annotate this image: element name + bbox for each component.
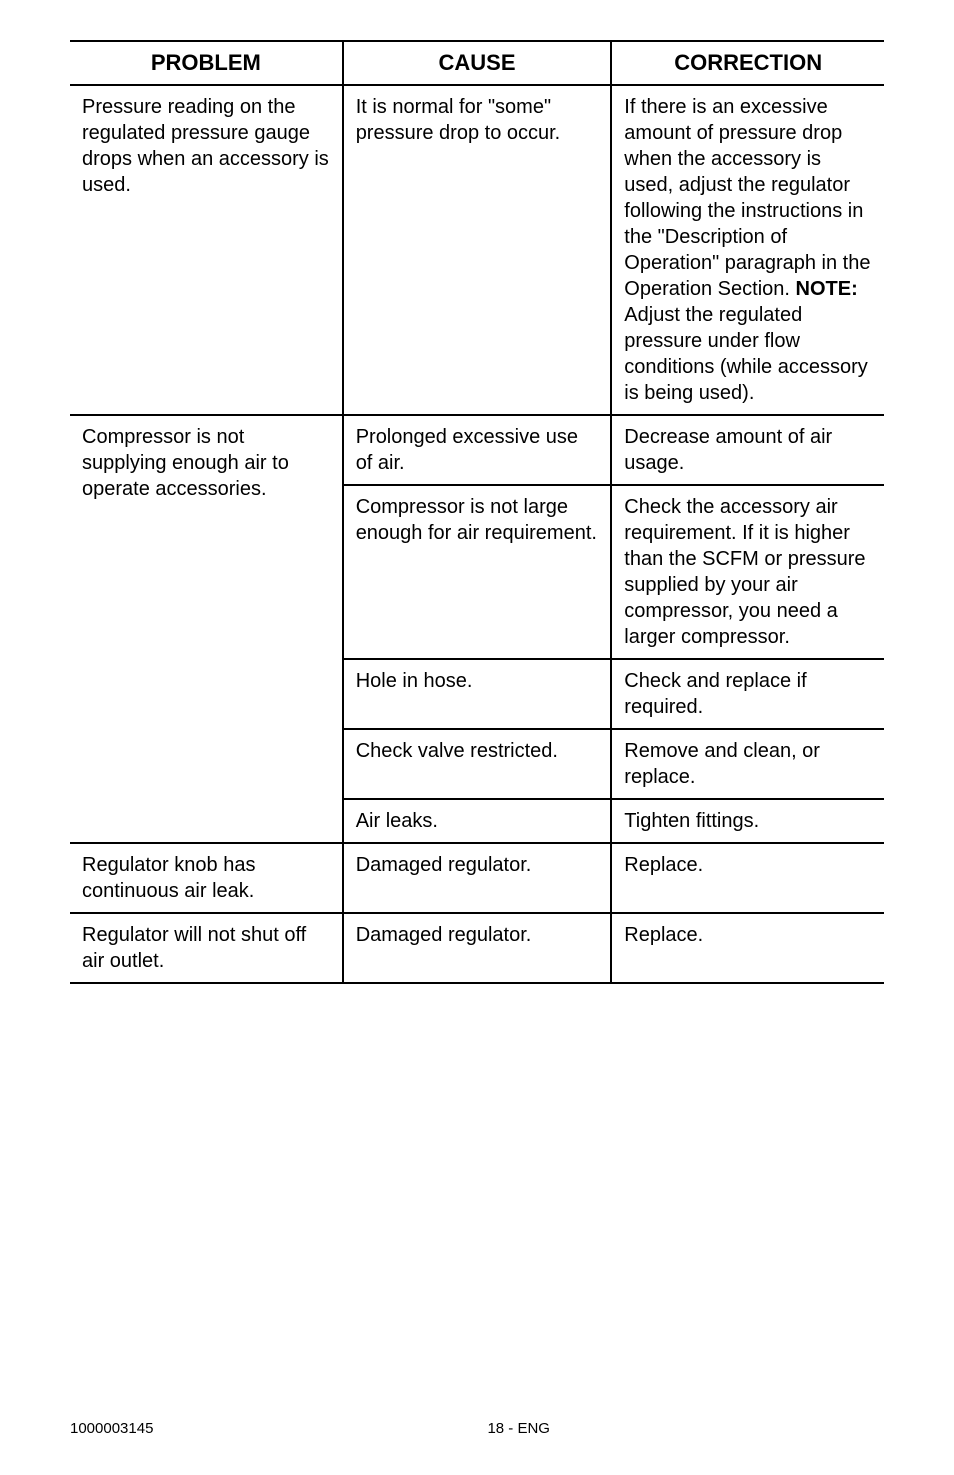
- table-row: Regulator knob has continuous air leak. …: [70, 843, 884, 913]
- troubleshooting-table: PROBLEM CAUSE CORRECTION Pressure readin…: [70, 40, 884, 984]
- cell-problem: Regulator will not shut off air outlet.: [70, 913, 343, 983]
- cell-correction: Tighten fittings.: [611, 799, 884, 843]
- cell-cause: Damaged regulator.: [343, 913, 612, 983]
- cell-cause: Air leaks.: [343, 799, 612, 843]
- cell-correction: Decrease amount of air usage.: [611, 415, 884, 485]
- cell-cause: Hole in hose.: [343, 659, 612, 729]
- header-cause: CAUSE: [343, 41, 612, 85]
- cell-correction: Check the accessory air requirement. If …: [611, 485, 884, 659]
- table-row: Regulator will not shut off air outlet. …: [70, 913, 884, 983]
- cell-correction: If there is an excessive amount of press…: [611, 85, 884, 415]
- cell-cause: Prolonged excessive use of air.: [343, 415, 612, 485]
- cell-cause: Damaged regulator.: [343, 843, 612, 913]
- cell-problem: Regulator knob has continuous air leak.: [70, 843, 343, 913]
- cell-correction: Replace.: [611, 913, 884, 983]
- cell-cause: It is normal for "some" pressure drop to…: [343, 85, 612, 415]
- footer-page-number: 18 - ENG: [70, 1420, 884, 1437]
- cell-cause: Compressor is not large enough for air r…: [343, 485, 612, 659]
- correction-note-bold: NOTE:: [796, 278, 858, 300]
- cell-correction: Check and replace if required.: [611, 659, 884, 729]
- footer-doc-number: 1000003145: [70, 1420, 153, 1437]
- cell-problem: Compressor is not supplying enough air t…: [70, 415, 343, 843]
- table-header-row: PROBLEM CAUSE CORRECTION: [70, 41, 884, 85]
- cell-cause: Check valve restricted.: [343, 729, 612, 799]
- header-correction: CORRECTION: [611, 41, 884, 85]
- page-footer: 1000003145 18 - ENG: [70, 1420, 884, 1437]
- cell-correction: Replace.: [611, 843, 884, 913]
- correction-text: Adjust the regulated pressure under flow…: [624, 304, 867, 404]
- cell-problem: Pressure reading on the regulated pressu…: [70, 85, 343, 415]
- correction-text: If there is an excessive amount of press…: [624, 96, 870, 300]
- table-row: Pressure reading on the regulated pressu…: [70, 85, 884, 415]
- cell-correction: Remove and clean, or replace.: [611, 729, 884, 799]
- table-row: Compressor is not supplying enough air t…: [70, 415, 884, 485]
- header-problem: PROBLEM: [70, 41, 343, 85]
